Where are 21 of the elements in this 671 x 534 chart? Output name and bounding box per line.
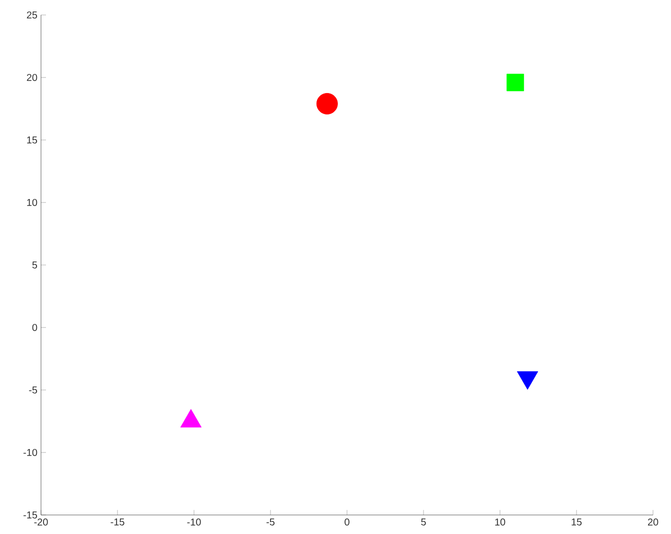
y-tick-label: -5	[29, 386, 38, 394]
x-tick-label: -10	[187, 518, 201, 526]
x-tick-label: 15	[572, 518, 582, 526]
y-tick-label: 5	[32, 262, 38, 268]
y-tick-label: 0	[32, 324, 38, 332]
point	[316, 93, 338, 114]
y-tick-label: 15	[27, 136, 38, 144]
y-tick-label: -10	[24, 448, 38, 456]
y-tick-label: -15	[24, 512, 38, 518]
x-tick-label: -5	[266, 518, 275, 526]
x-tick-label: 10	[495, 518, 506, 526]
y-tick-label: 20	[26, 74, 38, 82]
point	[180, 409, 202, 428]
x-tick-label: -20	[34, 518, 48, 526]
x-tick-label: -15	[110, 518, 124, 526]
y-tick-label: 10	[27, 198, 38, 206]
point	[506, 74, 524, 92]
y-tick-label: 25	[26, 11, 38, 19]
x-tick-label: 20	[648, 518, 658, 526]
x-tick-label: 0	[344, 518, 350, 526]
x-tick-label: 5	[421, 518, 426, 526]
